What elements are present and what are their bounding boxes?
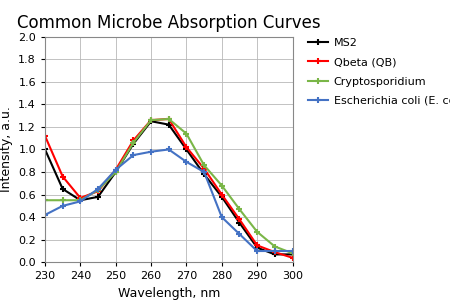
Qbeta (QB) <box>237 217 242 221</box>
Escherichia coli (E. coli) <box>272 249 278 253</box>
MS2 <box>60 187 65 191</box>
Qbeta (QB) <box>113 168 118 172</box>
Cryptosporidium <box>272 245 278 248</box>
Qbeta (QB) <box>95 189 101 193</box>
MS2 <box>113 170 118 174</box>
Cryptosporidium <box>219 184 225 187</box>
Cryptosporidium <box>148 118 154 122</box>
MS2 <box>184 148 189 151</box>
Qbeta (QB) <box>290 256 295 260</box>
Escherichia coli (E. coli) <box>237 232 242 236</box>
Qbeta (QB) <box>42 134 48 138</box>
Escherichia coli (E. coli) <box>202 170 207 174</box>
MS2 <box>148 120 154 123</box>
Cryptosporidium <box>42 198 48 202</box>
Escherichia coli (E. coli) <box>60 204 65 208</box>
Title: Common Microbe Absorption Curves: Common Microbe Absorption Curves <box>17 14 320 32</box>
Cryptosporidium <box>95 188 101 192</box>
Qbeta (QB) <box>130 138 136 142</box>
Escherichia coli (E. coli) <box>148 150 154 153</box>
MS2 <box>78 198 83 202</box>
MS2 <box>42 148 48 151</box>
Qbeta (QB) <box>184 145 189 149</box>
Legend: MS2, Qbeta (QB), Cryptosporidium, Escherichia coli (E. coli): MS2, Qbeta (QB), Cryptosporidium, Escher… <box>308 38 450 106</box>
Escherichia coli (E. coli) <box>219 215 225 219</box>
MS2 <box>290 253 295 256</box>
Line: Qbeta (QB): Qbeta (QB) <box>41 116 296 261</box>
Cryptosporidium <box>290 251 295 255</box>
Cryptosporidium <box>184 132 189 135</box>
Line: Cryptosporidium: Cryptosporidium <box>41 116 296 257</box>
Qbeta (QB) <box>166 117 171 121</box>
Cryptosporidium <box>130 141 136 145</box>
Line: MS2: MS2 <box>41 118 296 258</box>
Escherichia coli (E. coli) <box>290 249 295 253</box>
MS2 <box>166 123 171 127</box>
Escherichia coli (E. coli) <box>42 213 48 217</box>
Qbeta (QB) <box>78 196 83 200</box>
MS2 <box>254 246 260 249</box>
MS2 <box>130 142 136 146</box>
Cryptosporidium <box>202 163 207 167</box>
Escherichia coli (E. coli) <box>130 153 136 157</box>
Qbeta (QB) <box>254 243 260 247</box>
Line: Escherichia coli (E. coli): Escherichia coli (E. coli) <box>41 146 296 254</box>
MS2 <box>219 195 225 199</box>
Cryptosporidium <box>60 198 65 202</box>
Escherichia coli (E. coli) <box>95 187 101 191</box>
Cryptosporidium <box>237 207 242 211</box>
MS2 <box>272 253 278 256</box>
Cryptosporidium <box>254 230 260 234</box>
Cryptosporidium <box>113 170 118 174</box>
MS2 <box>237 221 242 224</box>
Escherichia coli (E. coli) <box>78 199 83 203</box>
Cryptosporidium <box>78 198 83 202</box>
Qbeta (QB) <box>219 193 225 196</box>
Escherichia coli (E. coli) <box>254 249 260 253</box>
Escherichia coli (E. coli) <box>184 160 189 164</box>
MS2 <box>202 172 207 176</box>
Qbeta (QB) <box>272 250 278 254</box>
X-axis label: Wavelength, nm: Wavelength, nm <box>117 287 220 300</box>
MS2 <box>95 195 101 199</box>
Cryptosporidium <box>166 117 171 121</box>
Escherichia coli (E. coli) <box>166 148 171 151</box>
Qbeta (QB) <box>60 175 65 178</box>
Escherichia coli (E. coli) <box>113 168 118 172</box>
Y-axis label: Intensity, a.u.: Intensity, a.u. <box>0 106 13 192</box>
Qbeta (QB) <box>202 167 207 170</box>
Qbeta (QB) <box>148 118 154 122</box>
